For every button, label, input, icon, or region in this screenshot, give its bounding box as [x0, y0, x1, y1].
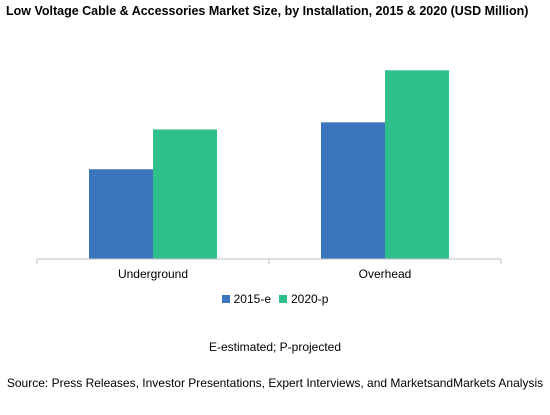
- bar-underground-2020-p: [153, 129, 217, 259]
- chart-note: E-estimated; P-projected: [208, 340, 342, 354]
- bar-overhead-2015-e: [321, 122, 385, 259]
- legend: 2015-e 2020-p: [0, 292, 550, 306]
- chart-source: Source: Press Releases, Investor Present…: [6, 376, 544, 390]
- legend-swatch-2020: [279, 295, 287, 303]
- chart-title: Low Voltage Cable & Accessories Market S…: [6, 4, 529, 18]
- legend-label-2015: 2015-e: [233, 292, 271, 306]
- bars-layer: [89, 70, 449, 259]
- bar-overhead-2020-p: [385, 70, 449, 259]
- x-tick-label-overhead: Overhead: [359, 267, 412, 281]
- labels-layer: Underground Overhead: [118, 267, 411, 281]
- legend-swatch-2015: [221, 295, 230, 303]
- x-tick-label-underground: Underground: [118, 267, 188, 281]
- legend-item-2020: 2020-p: [279, 292, 328, 306]
- legend-label-2020: 2020-p: [291, 292, 329, 306]
- legend-item-2015: 2015-e: [221, 292, 271, 306]
- ticks-layer: [36, 259, 502, 264]
- bar-chart: Underground Overhead: [36, 70, 502, 281]
- bar-underground-2015-e: [89, 169, 153, 259]
